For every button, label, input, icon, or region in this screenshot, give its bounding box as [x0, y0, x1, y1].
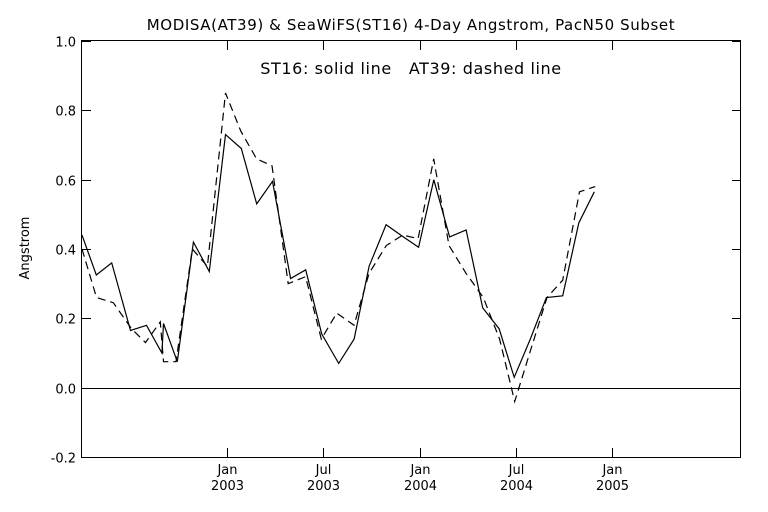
y-axis-label: Angstrom: [18, 217, 33, 280]
series-line-at39: [81, 92, 596, 404]
x-tick-year-label: 2004: [404, 479, 437, 494]
x-tick-month-label: Jul: [315, 463, 332, 478]
chart-title: MODISA(AT39) & SeaWiFS(ST16) 4-Day Angst…: [147, 16, 675, 34]
y-tick-label: -0.2: [51, 452, 76, 467]
series-line-st16: [81, 133, 595, 380]
line-style-annotation: ST16: solid line AT39: dashed line: [260, 59, 561, 78]
y-tick-label: 0.4: [55, 244, 76, 259]
x-tick-month-label: Jan: [601, 463, 622, 478]
x-tick-year-label: 2005: [596, 479, 629, 494]
x-tick-month-label: Jul: [508, 463, 525, 478]
y-tick-label: 0.8: [55, 105, 76, 120]
plot-frame: [81, 40, 741, 458]
x-tick-month-label: Jan: [216, 463, 237, 478]
x-tick-month-label: Jan: [409, 463, 430, 478]
y-tick-label: 0.2: [55, 313, 76, 328]
x-tick-year-label: 2004: [500, 479, 533, 494]
x-tick-year-label: 2003: [211, 479, 244, 494]
y-tick-label: 1.0: [55, 36, 76, 51]
y-tick-label: 0.6: [55, 175, 76, 190]
y-tick-label: 0.0: [55, 383, 76, 398]
x-tick-year-label: 2003: [307, 479, 340, 494]
